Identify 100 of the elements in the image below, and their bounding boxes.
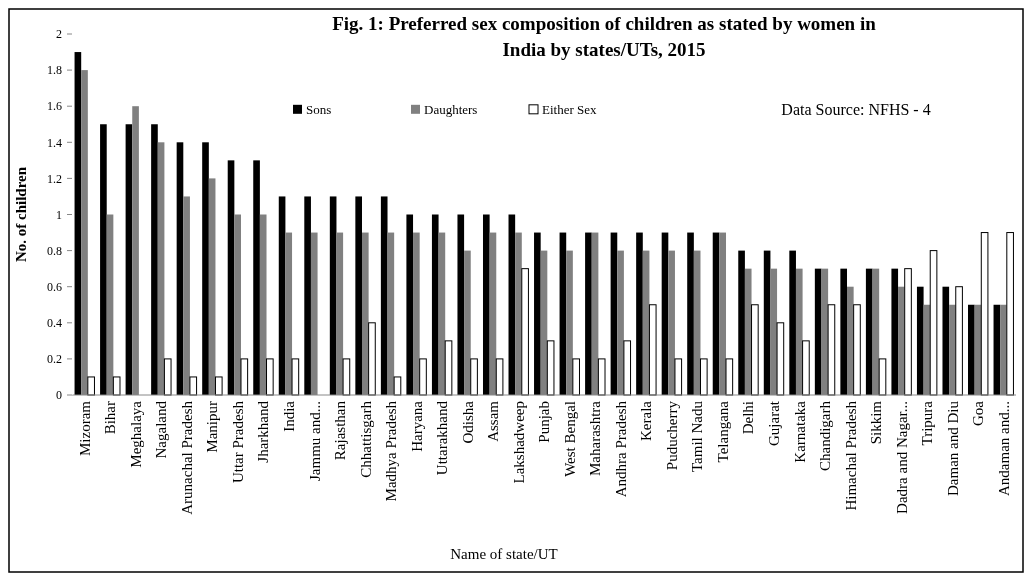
- bar: [572, 358, 580, 396]
- y-tick-label: 1.4: [47, 135, 62, 150]
- x-tick-label: Daman and Diu: [944, 400, 961, 496]
- bar: [623, 340, 632, 396]
- x-tick-label: Andhra Pradesh: [612, 400, 629, 498]
- x-tick-label: Lakshadweep: [510, 401, 527, 484]
- bar: [610, 232, 618, 395]
- bar: [227, 160, 235, 395]
- bar: [163, 358, 172, 396]
- bar: [865, 268, 873, 395]
- bar: [100, 124, 107, 395]
- y-tick-label: 0.2: [47, 352, 62, 367]
- bar: [508, 214, 516, 395]
- bar: [253, 160, 260, 395]
- y-tick-label: 1.2: [47, 171, 62, 186]
- bar: [342, 358, 351, 396]
- x-tick-label: Goa: [970, 400, 987, 426]
- x-tick-label: Uttar Pradesh: [229, 400, 246, 484]
- x-tick-label: Rajasthan: [332, 400, 349, 461]
- bar: [329, 196, 337, 395]
- bar: [202, 142, 209, 395]
- bar: [419, 358, 427, 396]
- y-tick-label: 0: [56, 388, 62, 403]
- bar: [380, 196, 388, 395]
- y-axis-title: No. of children: [13, 166, 29, 263]
- y-tick-label: 2: [56, 27, 62, 42]
- bar: [431, 214, 439, 395]
- bar: [597, 358, 606, 396]
- bar: [240, 358, 249, 396]
- chart-title: Fig. 1: Preferred sex composition of children as stated by women in India by states/UTs, 2015: [332, 13, 877, 60]
- x-tick-label: Chandigarh: [817, 400, 834, 471]
- y-tick-label: 1.8: [47, 63, 62, 78]
- bar: [942, 286, 950, 395]
- x-tick-label: Madhya Pradesh: [383, 400, 400, 502]
- bar: [802, 340, 810, 396]
- x-tick-label: Tripura: [919, 400, 936, 446]
- bar: [699, 358, 708, 396]
- bar: [916, 286, 924, 395]
- x-tick-label: Odisha: [459, 400, 476, 444]
- x-tick-label: Tamil Nadu: [689, 400, 706, 473]
- bar: [789, 250, 796, 395]
- x-tick-label: Gujarat: [766, 400, 782, 446]
- y-tick-label: 0.4: [47, 316, 62, 330]
- y-tick-label: 0.6: [47, 279, 62, 294]
- bar: [521, 268, 529, 396]
- bar: [738, 250, 745, 395]
- x-tick-label: Maharashtra: [587, 400, 604, 476]
- x-tick-label: India: [280, 400, 297, 432]
- x-tick-label: Kerala: [638, 400, 655, 441]
- bar: [151, 124, 158, 395]
- x-tick-label: Andaman and...: [995, 401, 1012, 496]
- bar: [725, 358, 734, 396]
- bar: [176, 142, 184, 395]
- x-tick-label: Bihar: [102, 401, 119, 435]
- bar: [827, 304, 836, 396]
- x-tick-label: Chhattisgarh: [357, 400, 374, 478]
- bar: [955, 286, 963, 396]
- bar: [74, 52, 82, 395]
- bar: [636, 232, 643, 395]
- bar: [687, 232, 694, 395]
- bar: [1006, 232, 1014, 396]
- annotation: Data Source: NFHS - 4: [781, 101, 931, 119]
- x-tick-label: Puducherry: [663, 400, 680, 471]
- x-tick-label: Uttarakhand: [434, 400, 451, 476]
- x-tick-label: Mizoram: [76, 400, 93, 456]
- x-tick-label: Karnataka: [791, 400, 808, 463]
- bar: [661, 232, 669, 395]
- bar: [495, 358, 504, 396]
- x-tick-label: Haryana: [408, 400, 425, 452]
- bar: [776, 322, 785, 396]
- x-tick-label: Telangana: [714, 400, 731, 463]
- bar: [406, 214, 414, 395]
- y-tick-label: 1: [56, 207, 62, 222]
- bar: [559, 232, 567, 395]
- y-tick-label: 1.6: [47, 99, 62, 114]
- bar: [291, 358, 300, 396]
- legend-label: Sons: [306, 102, 332, 118]
- x-tick-label: Assam: [485, 400, 502, 442]
- x-axis-title: Name of state/UT: [450, 546, 558, 562]
- bar: [763, 250, 771, 395]
- bar: [214, 376, 223, 396]
- x-tick-label: Sikkim: [868, 400, 885, 445]
- bar: [482, 214, 490, 395]
- bar: [189, 376, 198, 396]
- x-tick-label: Arunachal Pradesh: [178, 400, 195, 515]
- y-tick-label: 0.8: [47, 243, 62, 258]
- bar: [278, 196, 286, 395]
- bar: [968, 304, 975, 395]
- x-tick-label: Delhi: [740, 401, 757, 435]
- bar: [355, 196, 362, 395]
- x-tick-label: West Bengal: [561, 401, 578, 477]
- bar: [125, 124, 133, 395]
- x-tick-label: Jharkhand: [255, 400, 272, 463]
- bar: [648, 304, 657, 396]
- x-tick-label: Manipur: [204, 401, 221, 453]
- bar: [368, 322, 376, 396]
- legend-label: Daughters: [424, 102, 478, 118]
- bar: [534, 232, 541, 395]
- bar: [929, 250, 938, 396]
- bar: [585, 232, 592, 395]
